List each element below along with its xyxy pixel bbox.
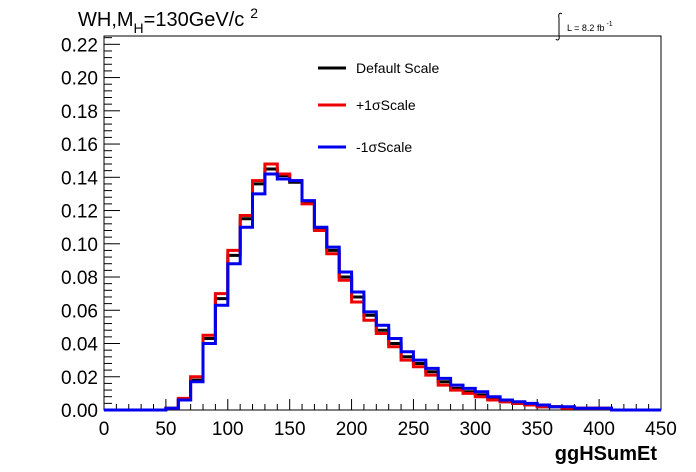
y-tick-label: 0.18 xyxy=(61,102,98,123)
x-tick-label: 300 xyxy=(459,419,491,440)
x-tick-label: 0 xyxy=(99,419,110,440)
luminosity-text: L = 8.2 fb xyxy=(567,23,604,33)
y-tick-label: 0.02 xyxy=(61,368,98,389)
x-tick-label: 450 xyxy=(645,419,677,440)
series-layer xyxy=(104,162,661,412)
luminosity-label: L = 8.2 fb -1 xyxy=(555,12,613,41)
x-tick-label: 250 xyxy=(398,419,430,440)
series-line xyxy=(104,167,661,412)
x-axis-label: ggHSumEt xyxy=(555,443,658,465)
x-tick-label: 150 xyxy=(274,419,306,440)
x-tick-label: 100 xyxy=(212,419,244,440)
y-tick-label: 0.04 xyxy=(61,335,98,356)
title-superscript: 2 xyxy=(250,5,258,21)
x-tick-label: 50 xyxy=(155,419,176,440)
y-tick-label: 0.12 xyxy=(61,202,98,223)
series-line xyxy=(104,172,661,412)
y-tick-label: 0.10 xyxy=(61,235,98,256)
y-tick-label: 0.14 xyxy=(61,168,98,189)
legend: Default Scale +1σScale -1σScale xyxy=(318,60,439,155)
legend-label: Default Scale xyxy=(356,60,439,76)
y-tick-label: 0.00 xyxy=(61,401,98,422)
title-rest: =130GeV/c xyxy=(144,9,245,31)
plot-frame xyxy=(103,35,662,411)
x-tick-label: 200 xyxy=(336,419,368,440)
y-tick-label: 0.16 xyxy=(61,135,98,156)
svg-text:L = 8.2 fb-1: L = 8.2 fb -1 xyxy=(567,21,613,33)
y-tick-label: 0.06 xyxy=(61,301,98,322)
legend-label: +1σScale xyxy=(356,97,416,113)
title-subscript: H xyxy=(134,20,144,36)
y-tick-label: 0.20 xyxy=(61,69,98,90)
series-line xyxy=(104,162,661,412)
x-tick-label: 350 xyxy=(521,419,553,440)
x-tick-label: 400 xyxy=(583,419,615,440)
chart-title: WH,MH=130GeV/c 2 xyxy=(78,5,258,36)
axis-ticks: 0 50 100 150 200 250 300 350 400 450 0.00 0.02 0.04 0… xyxy=(61,35,677,440)
luminosity-superscript: -1 xyxy=(606,21,612,28)
y-tick-label: 0.22 xyxy=(61,35,98,56)
legend-label: -1σScale xyxy=(356,139,412,155)
integral-sign-icon xyxy=(555,12,563,41)
y-tick-label: 0.08 xyxy=(61,268,98,289)
